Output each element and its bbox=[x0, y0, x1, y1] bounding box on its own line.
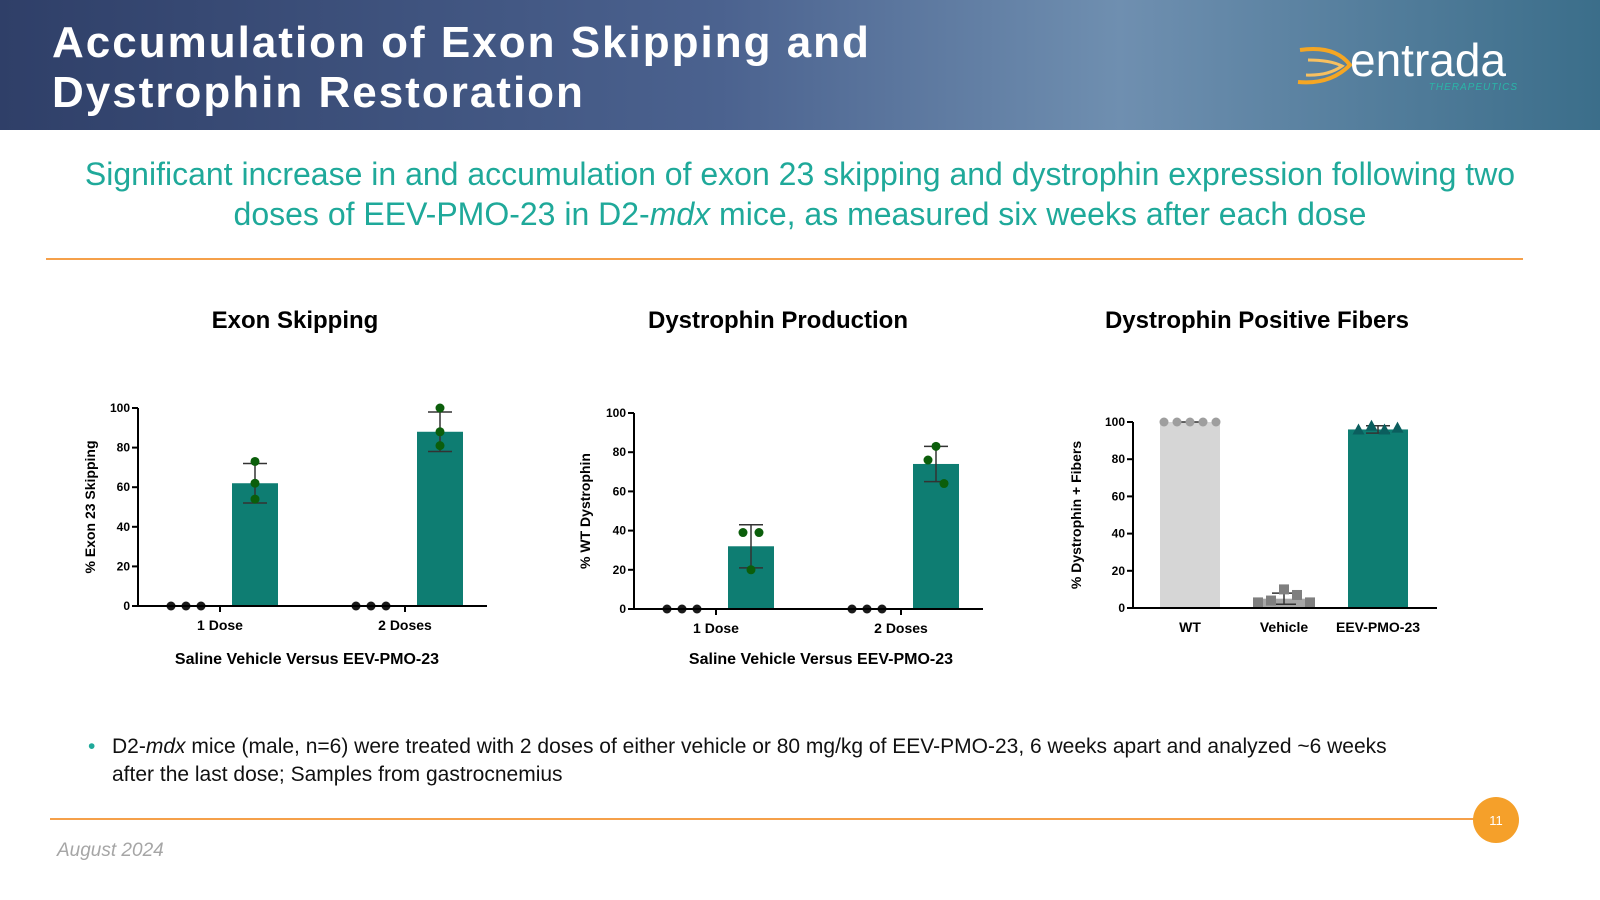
x-tick-label: WT bbox=[1179, 619, 1201, 635]
y-tick-label: 60 bbox=[1112, 489, 1126, 503]
header: Accumulation of Exon Skipping and Dystrop… bbox=[0, 0, 1600, 130]
bar bbox=[913, 463, 959, 609]
data-point bbox=[754, 528, 764, 538]
bar bbox=[1160, 422, 1220, 608]
data-point bbox=[1159, 417, 1169, 427]
logo-swoosh bbox=[1305, 58, 1345, 77]
data-point bbox=[1378, 423, 1391, 435]
subtitle-italic: mdx bbox=[649, 196, 711, 232]
bar bbox=[417, 431, 463, 606]
y-axis-label: % Exon 23 Skipping bbox=[82, 440, 98, 573]
data-point bbox=[1305, 597, 1315, 608]
chart-title: Dystrophin Positive Fibers bbox=[1105, 307, 1409, 334]
y-tick-label: 40 bbox=[117, 520, 131, 534]
data-point bbox=[1211, 417, 1221, 427]
x-tick-label: 1 Dose bbox=[693, 620, 739, 636]
x-tick-label: 2 Doses bbox=[378, 617, 432, 633]
bullet-italic: mdx bbox=[145, 735, 186, 758]
title-line: Dystrophin Restoration bbox=[52, 68, 585, 117]
y-tick-label: 40 bbox=[1112, 527, 1126, 541]
y-tick-label: 20 bbox=[117, 559, 131, 573]
data-point bbox=[1266, 595, 1276, 606]
data-point bbox=[1391, 421, 1404, 433]
y-tick-label: 20 bbox=[1112, 564, 1126, 578]
bar bbox=[1348, 429, 1408, 608]
logo: entrada THERAPEUTICS bbox=[1297, 34, 1518, 93]
y-tick-label: 60 bbox=[613, 484, 627, 498]
data-point bbox=[1365, 419, 1378, 431]
y-tick-label: 100 bbox=[1105, 415, 1125, 429]
data-point bbox=[923, 455, 933, 465]
data-point bbox=[1185, 417, 1195, 427]
data-point bbox=[1352, 423, 1365, 435]
data-point bbox=[746, 565, 756, 575]
chart-title: Exon Skipping bbox=[212, 307, 379, 334]
data-point bbox=[738, 528, 748, 538]
subtitle: Significant increase in and accumulation… bbox=[60, 154, 1540, 234]
bullet-text: mice (male, n=6) were treated with 2 dos… bbox=[112, 735, 1387, 786]
data-point bbox=[250, 478, 260, 488]
y-tick-label: 0 bbox=[619, 602, 626, 616]
y-tick-label: 100 bbox=[606, 406, 626, 420]
data-point bbox=[1172, 417, 1182, 427]
data-point bbox=[250, 456, 260, 466]
x-axis-label: Saline Vehicle Versus EEV-PMO-23 bbox=[175, 651, 439, 668]
x-tick-label: 1 Dose bbox=[197, 617, 243, 633]
data-point bbox=[1292, 589, 1302, 600]
data-point bbox=[1198, 417, 1208, 427]
y-tick-label: 60 bbox=[117, 480, 131, 494]
y-tick-label: 0 bbox=[1118, 601, 1125, 615]
y-tick-label: 20 bbox=[613, 563, 627, 577]
title-line: Accumulation of Exon Skipping and bbox=[52, 18, 871, 67]
data-point bbox=[250, 494, 260, 504]
footer-date: August 2024 bbox=[57, 840, 164, 861]
bullet-text: D2- bbox=[112, 735, 146, 758]
x-axis-label: Saline Vehicle Versus EEV-PMO-23 bbox=[689, 651, 953, 668]
y-tick-label: 100 bbox=[110, 401, 130, 415]
page-badge bbox=[1473, 797, 1519, 843]
y-axis-label: % WT Dystrophin bbox=[577, 453, 593, 569]
page-number: 11 bbox=[1489, 813, 1503, 828]
x-tick-label: 2 Doses bbox=[874, 620, 928, 636]
subtitle-text: mice, as measured six weeks after each d… bbox=[710, 196, 1367, 232]
y-tick-label: 80 bbox=[613, 445, 627, 459]
data-point bbox=[435, 441, 445, 451]
data-point bbox=[939, 479, 949, 489]
y-tick-label: 0 bbox=[123, 599, 130, 613]
y-tick-label: 40 bbox=[613, 524, 627, 538]
y-tick-label: 80 bbox=[117, 441, 131, 455]
data-point bbox=[435, 427, 445, 437]
logo-swoosh bbox=[1297, 47, 1353, 85]
data-point bbox=[931, 441, 941, 451]
y-tick-label: 80 bbox=[1112, 452, 1126, 466]
data-point bbox=[1253, 597, 1263, 608]
x-tick-label: Vehicle bbox=[1260, 619, 1308, 635]
x-tick-label: EEV-PMO-23 bbox=[1336, 619, 1420, 635]
chart-title: Dystrophin Production bbox=[648, 307, 908, 334]
title: Accumulation of Exon Skipping and Dystrop… bbox=[52, 18, 871, 118]
y-axis-label: % Dystrophin + Fibers bbox=[1068, 441, 1084, 589]
bullet-dot: • bbox=[88, 735, 96, 758]
data-point bbox=[435, 403, 445, 413]
logo-tagline: THERAPEUTICS bbox=[1429, 82, 1518, 93]
bullet: D2-mdx mice (male, n=6) were treated wit… bbox=[112, 733, 1432, 789]
logo-name: entrada bbox=[1350, 34, 1506, 86]
subtitle-text: Significant increase in and accumulation… bbox=[84, 156, 1516, 232]
data-point bbox=[1279, 584, 1289, 595]
